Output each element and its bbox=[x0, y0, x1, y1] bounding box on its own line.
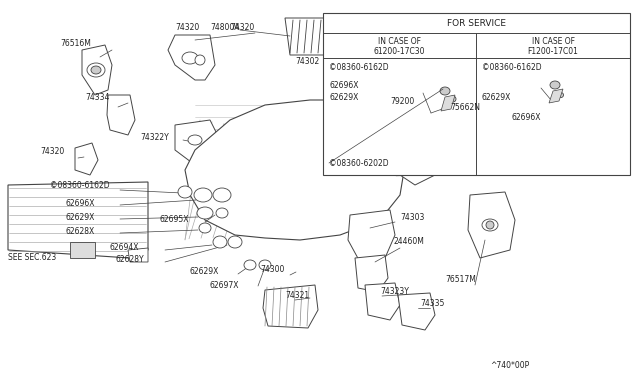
Text: IN CASE OF: IN CASE OF bbox=[378, 38, 421, 46]
Ellipse shape bbox=[199, 223, 211, 233]
Text: ©08360-6162D: ©08360-6162D bbox=[482, 64, 541, 73]
Polygon shape bbox=[441, 95, 455, 111]
Ellipse shape bbox=[213, 236, 227, 248]
Ellipse shape bbox=[228, 236, 242, 248]
Text: 62629X: 62629X bbox=[482, 93, 511, 102]
Polygon shape bbox=[70, 242, 95, 258]
Ellipse shape bbox=[213, 188, 231, 202]
Text: 76516M: 76516M bbox=[60, 39, 91, 48]
Text: 62696X: 62696X bbox=[512, 113, 541, 122]
Ellipse shape bbox=[259, 260, 271, 270]
Text: 74335: 74335 bbox=[420, 299, 444, 308]
Ellipse shape bbox=[87, 63, 105, 77]
Ellipse shape bbox=[490, 135, 500, 145]
Ellipse shape bbox=[194, 188, 212, 202]
Text: 74321: 74321 bbox=[285, 291, 309, 299]
Text: 76517M: 76517M bbox=[445, 276, 476, 285]
Text: 62628Y: 62628Y bbox=[115, 256, 143, 264]
Polygon shape bbox=[468, 192, 515, 258]
Ellipse shape bbox=[178, 186, 192, 198]
Text: SEE SEC.623: SEE SEC.623 bbox=[8, 253, 56, 263]
Polygon shape bbox=[365, 283, 400, 320]
Text: 74320: 74320 bbox=[175, 23, 199, 32]
Polygon shape bbox=[107, 95, 135, 135]
Text: 74300: 74300 bbox=[260, 266, 284, 275]
Text: IN CASE OF: IN CASE OF bbox=[531, 38, 575, 46]
Text: 24460M: 24460M bbox=[393, 237, 424, 247]
Text: 79200: 79200 bbox=[390, 97, 414, 106]
Text: 62629X: 62629X bbox=[65, 212, 94, 221]
Polygon shape bbox=[82, 45, 112, 95]
Text: 74320: 74320 bbox=[40, 148, 64, 157]
Ellipse shape bbox=[216, 208, 228, 218]
Text: F1200-17C01: F1200-17C01 bbox=[527, 48, 579, 57]
Text: 62696X: 62696X bbox=[65, 199, 95, 208]
Text: 74800A: 74800A bbox=[210, 23, 239, 32]
Ellipse shape bbox=[440, 87, 450, 95]
Ellipse shape bbox=[485, 132, 505, 148]
Ellipse shape bbox=[482, 219, 498, 231]
Text: 74323Y: 74323Y bbox=[380, 288, 409, 296]
Ellipse shape bbox=[197, 207, 213, 219]
Text: 74303: 74303 bbox=[400, 214, 424, 222]
Polygon shape bbox=[263, 285, 318, 328]
Ellipse shape bbox=[550, 81, 560, 89]
Polygon shape bbox=[340, 55, 380, 105]
Text: 74322Y: 74322Y bbox=[140, 134, 169, 142]
Ellipse shape bbox=[188, 135, 202, 145]
Ellipse shape bbox=[195, 55, 205, 65]
Polygon shape bbox=[75, 143, 98, 175]
Ellipse shape bbox=[486, 221, 494, 229]
Text: 62695X: 62695X bbox=[160, 215, 189, 224]
Polygon shape bbox=[398, 293, 435, 330]
Text: 62697X: 62697X bbox=[210, 280, 239, 289]
Text: 62628X: 62628X bbox=[65, 228, 94, 237]
Ellipse shape bbox=[182, 52, 198, 64]
Polygon shape bbox=[128, 248, 148, 262]
Text: ©08360-6202D: ©08360-6202D bbox=[329, 158, 388, 167]
Ellipse shape bbox=[559, 93, 563, 97]
Text: 74320: 74320 bbox=[230, 23, 254, 32]
Text: ©08360-6162D: ©08360-6162D bbox=[50, 182, 109, 190]
Polygon shape bbox=[549, 89, 563, 103]
Text: 74334: 74334 bbox=[85, 93, 109, 103]
Text: 74302: 74302 bbox=[295, 58, 319, 67]
Text: ^740*00P: ^740*00P bbox=[490, 360, 529, 369]
Polygon shape bbox=[168, 35, 215, 80]
Text: ©08360-6162D: ©08360-6162D bbox=[329, 64, 388, 73]
Ellipse shape bbox=[91, 66, 101, 74]
Ellipse shape bbox=[244, 260, 256, 270]
Polygon shape bbox=[8, 182, 148, 260]
Text: 61200-17C30: 61200-17C30 bbox=[374, 48, 425, 57]
Polygon shape bbox=[175, 120, 220, 165]
Text: 62694X: 62694X bbox=[110, 244, 140, 253]
Polygon shape bbox=[185, 100, 405, 240]
Text: FOR SERVICE: FOR SERVICE bbox=[447, 19, 506, 28]
Text: 62629X: 62629X bbox=[329, 93, 358, 102]
Polygon shape bbox=[395, 108, 440, 185]
Polygon shape bbox=[323, 13, 630, 175]
Ellipse shape bbox=[450, 96, 456, 102]
Polygon shape bbox=[348, 210, 395, 262]
Polygon shape bbox=[468, 105, 520, 170]
Polygon shape bbox=[285, 18, 398, 55]
Text: 75662N: 75662N bbox=[450, 103, 480, 112]
Text: 62696X: 62696X bbox=[329, 80, 358, 90]
Text: 62629X: 62629X bbox=[190, 267, 220, 276]
Polygon shape bbox=[355, 255, 388, 292]
